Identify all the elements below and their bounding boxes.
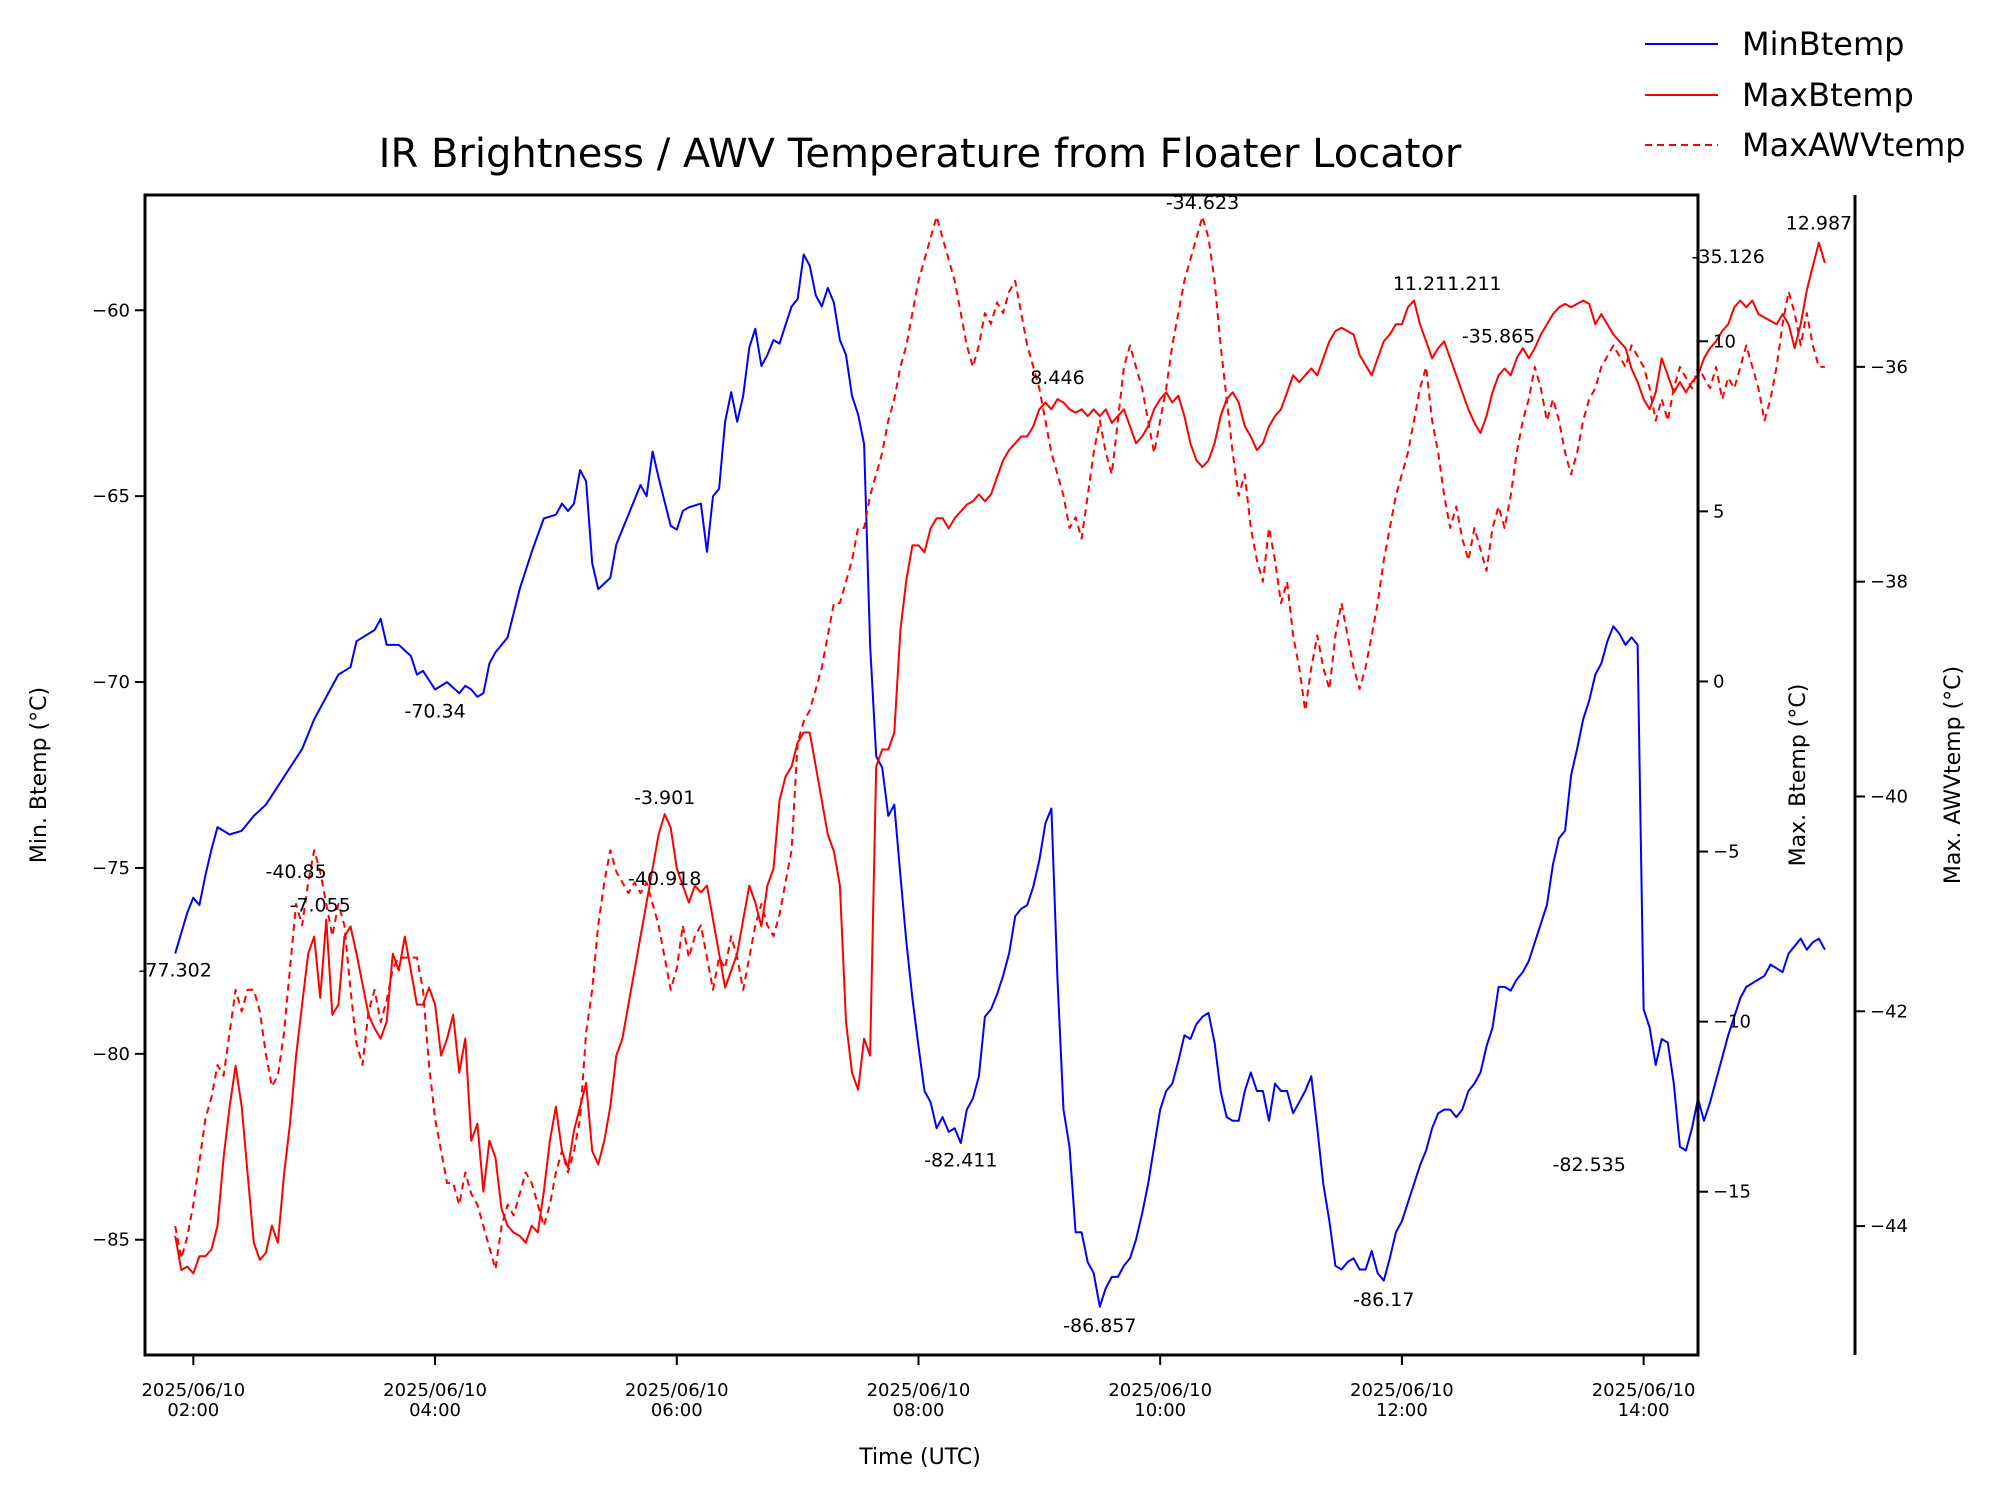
data-label: -35.126 bbox=[1692, 246, 1765, 268]
data-label: 8.446 bbox=[1030, 367, 1084, 389]
x-axis-ticks: 2025/06/1002:002025/06/1004:002025/06/10… bbox=[141, 1355, 1695, 1421]
x-tick-label-time: 14:00 bbox=[1618, 1400, 1670, 1421]
min-tick-label: −60 bbox=[92, 300, 130, 321]
x-tick-label-date: 2025/06/10 bbox=[625, 1380, 729, 1401]
min-btemp-axis-ticks: −60 −65 −70 −75 −80 −85 bbox=[92, 300, 145, 1251]
min-tick-label: −85 bbox=[92, 1230, 130, 1251]
min-tick-label: −75 bbox=[92, 858, 130, 879]
data-label: -86.857 bbox=[1063, 1315, 1136, 1337]
x-tick-label-date: 2025/06/10 bbox=[867, 1380, 971, 1401]
x-tick-label-time: 04:00 bbox=[409, 1400, 461, 1421]
max-tick-label: 10 bbox=[1713, 331, 1736, 352]
x-tick-label-time: 12:00 bbox=[1376, 1400, 1428, 1421]
data-label: -40.918 bbox=[628, 868, 701, 890]
x-tick-label-date: 2025/06/10 bbox=[383, 1380, 487, 1401]
annotations-layer: -77.302 -70.34 -82.411 -86.857 -86.17 -82.535… bbox=[139, 192, 1853, 1337]
x-tick-label-date: 2025/06/10 bbox=[1108, 1380, 1212, 1401]
min-tick-label: −80 bbox=[92, 1044, 130, 1065]
max-tick-label: −5 bbox=[1713, 842, 1740, 863]
x-tick-label-date: 2025/06/10 bbox=[1592, 1380, 1696, 1401]
legend: MinBtemp MaxBtemp MaxAWVtemp bbox=[1645, 25, 1966, 164]
max-btemp-axis-ticks: 10 5 0 −5 −10 −15 bbox=[1698, 331, 1751, 1203]
series-layer bbox=[174, 215, 1826, 1308]
data-label: 11.211 bbox=[1393, 273, 1459, 295]
awv-tick-label: −42 bbox=[1870, 1001, 1908, 1022]
max-tick-label: −10 bbox=[1713, 1012, 1751, 1033]
plot-frame bbox=[143, 193, 1700, 1357]
max-tick-label: −15 bbox=[1713, 1182, 1751, 1203]
data-label: -40.85 bbox=[265, 861, 326, 883]
data-label: -82.411 bbox=[924, 1150, 997, 1172]
awv-tick-label: −38 bbox=[1870, 572, 1908, 593]
awv-tick-label: −36 bbox=[1870, 357, 1908, 378]
x-tick-label-time: 08:00 bbox=[893, 1400, 945, 1421]
chart-title: IR Brightness / AWV Temperature from Flo… bbox=[379, 131, 1462, 177]
awv-temp-axis-label: Max. AWVtemp (°C) bbox=[1941, 666, 1966, 884]
series-line-minbtemp bbox=[174, 253, 1826, 1308]
legend-label-minbtemp: MinBtemp bbox=[1742, 25, 1904, 63]
data-label: -82.535 bbox=[1553, 1154, 1626, 1176]
x-tick-label-date: 2025/06/10 bbox=[141, 1380, 245, 1401]
legend-label-maxawvtemp: MaxAWVtemp bbox=[1742, 126, 1966, 164]
data-label: 12.987 bbox=[1786, 213, 1852, 235]
data-label: -3.901 bbox=[634, 787, 695, 809]
min-btemp-axis-label: Min. Btemp (°C) bbox=[27, 687, 52, 863]
data-label: -7.055 bbox=[290, 894, 351, 916]
awv-tick-label: −40 bbox=[1870, 786, 1908, 807]
min-tick-label: −70 bbox=[92, 672, 130, 693]
x-tick-label-time: 02:00 bbox=[167, 1400, 219, 1421]
x-tick-label-time: 06:00 bbox=[651, 1400, 703, 1421]
data-label: 11.211 bbox=[1435, 273, 1501, 295]
awv-tick-label: −44 bbox=[1870, 1216, 1908, 1237]
min-tick-label: −65 bbox=[92, 486, 130, 507]
series-line-maxbtemp bbox=[174, 241, 1826, 1275]
data-label: -35.865 bbox=[1462, 325, 1535, 347]
data-label: -70.34 bbox=[404, 701, 465, 723]
legend-label-maxbtemp: MaxBtemp bbox=[1742, 76, 1914, 114]
data-label: -77.302 bbox=[139, 960, 212, 982]
max-tick-label: 0 bbox=[1713, 671, 1724, 692]
x-tick-label-time: 10:00 bbox=[1134, 1400, 1186, 1421]
max-btemp-axis-label: Max. Btemp (°C) bbox=[1786, 684, 1811, 867]
x-axis-label: Time (UTC) bbox=[858, 1445, 981, 1470]
x-tick-label-date: 2025/06/10 bbox=[1350, 1380, 1454, 1401]
awv-temp-axis-ticks: −36 −38 −40 −42 −44 bbox=[1855, 357, 1908, 1237]
data-label: -86.17 bbox=[1353, 1289, 1414, 1311]
data-label: -34.623 bbox=[1166, 192, 1239, 214]
max-tick-label: 5 bbox=[1713, 501, 1724, 522]
